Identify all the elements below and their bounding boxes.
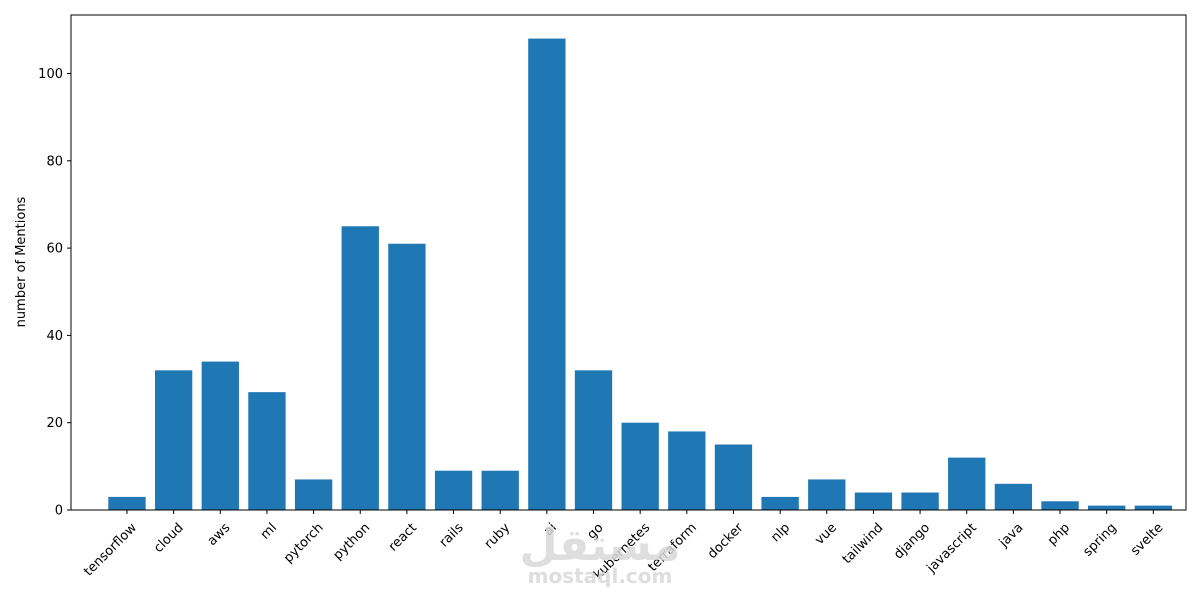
y-axis: 0 20 40 60 80 100 — [38, 67, 71, 519]
y-tick-label: 0 — [55, 504, 63, 519]
y-axis-label: number of Mentions — [14, 196, 29, 327]
bar-tailwind — [854, 492, 893, 510]
bar-react — [388, 243, 426, 511]
bar-docker — [714, 444, 753, 510]
x-tick-label: pytorch — [281, 520, 327, 566]
x-tick-label: ml — [258, 520, 280, 542]
x-tick-label: tailwind — [840, 520, 887, 567]
bar-aws — [201, 361, 239, 510]
x-tick-label: javascript — [924, 520, 980, 576]
bar-cloud — [154, 370, 193, 510]
bar-terraform — [668, 431, 706, 510]
x-tick-label: python — [331, 520, 374, 563]
watermark-arabic: مستقل — [520, 520, 681, 571]
x-tick-label: nlp — [768, 520, 793, 545]
x-tick-label: svelte — [1128, 520, 1166, 558]
x-tick-label: ruby — [482, 520, 514, 552]
bar-ml — [248, 392, 286, 510]
x-tick-label: docker — [705, 520, 747, 562]
y-tick-label: 60 — [46, 242, 63, 257]
bar-spring — [1088, 505, 1126, 510]
x-tick-label: vue — [812, 520, 840, 548]
bar-django — [901, 492, 939, 510]
x-tick-label: aws — [205, 520, 234, 549]
bar-go — [574, 370, 613, 510]
plot-frame — [70, 14, 1187, 511]
bar-svelte — [1134, 505, 1172, 510]
bar-javascript — [948, 457, 986, 510]
bar-vue — [808, 479, 846, 510]
y-tick-label: 80 — [46, 154, 63, 169]
bar-kubernetes — [621, 422, 659, 510]
bars-layer — [108, 38, 1172, 511]
x-tick-label: rails — [437, 520, 467, 550]
bar-tensorflow — [108, 496, 146, 510]
x-tick-label: java — [996, 520, 1027, 551]
x-tick-label: django — [891, 520, 933, 562]
y-tick-label: 100 — [38, 67, 63, 82]
x-tick-label: react — [386, 520, 420, 554]
bar-ruby — [481, 470, 519, 510]
bar-pytorch — [294, 479, 333, 510]
y-tick-label: 40 — [46, 329, 63, 344]
bar-ai — [528, 38, 566, 510]
watermark: مستقل mostaql.com — [520, 520, 681, 588]
bar-java — [994, 483, 1033, 510]
x-tick-label: php — [1045, 520, 1073, 548]
x-tick-label: tensorflow — [81, 520, 140, 579]
bar-php — [1041, 501, 1079, 510]
x-tick-label: cloud — [151, 520, 187, 556]
x-tick-label: spring — [1081, 520, 1120, 559]
bar-python — [341, 226, 379, 510]
y-tick-label: 20 — [46, 416, 63, 431]
bar-rails — [434, 470, 473, 510]
watermark-latin: mostaql.com — [528, 564, 673, 588]
bar-nlp — [761, 496, 799, 510]
